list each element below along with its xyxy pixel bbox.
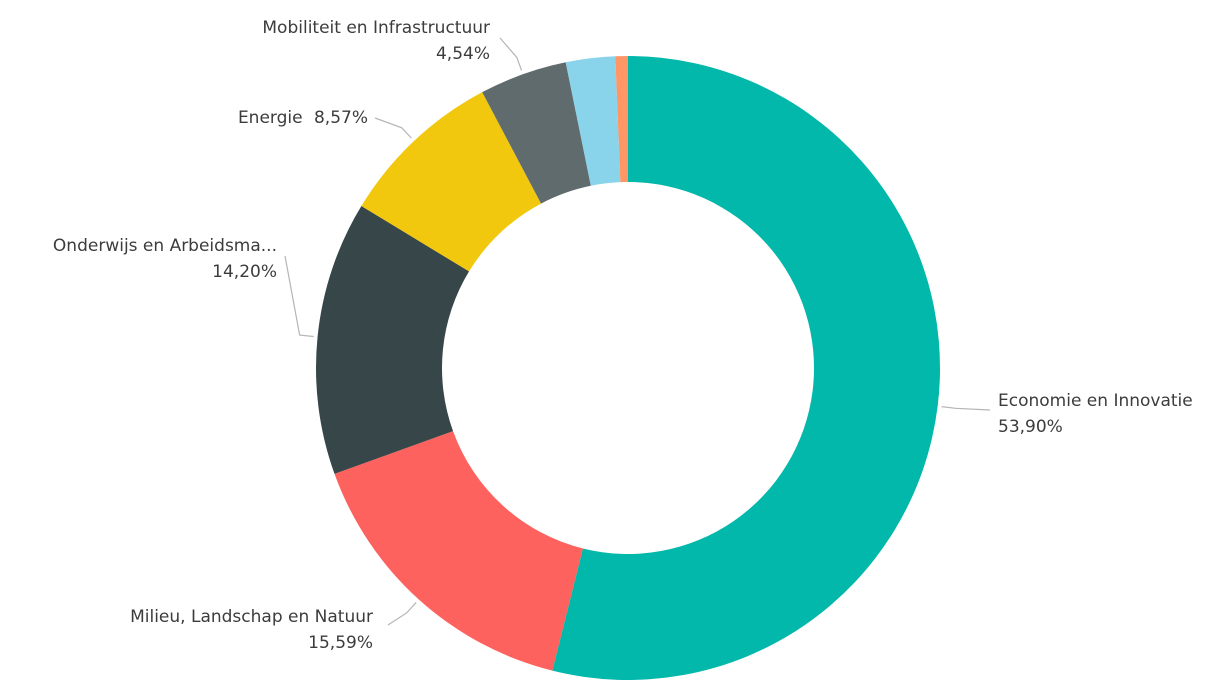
leader-line-0 [941, 406, 991, 411]
donut-slice-0[interactable] [552, 56, 940, 680]
label-mobiliteit-en-infrastructuur: Mobiliteit en Infrastructuur [262, 18, 490, 38]
donut-slice-2[interactable] [316, 205, 470, 474]
value-economie-en-innovatie: 53,90% [998, 417, 1063, 437]
donut-slice-6[interactable] [615, 56, 628, 183]
donut-slice-3[interactable] [361, 92, 542, 272]
label-energie: Energie 8,57% [238, 108, 368, 128]
donut-slice-1[interactable] [334, 431, 583, 671]
value-milieu-landschap-en-natuur: 15,59% [308, 633, 373, 653]
value-onderwijs-en-arbeidsmarkt: 14,20% [212, 262, 277, 282]
leader-lines [284, 37, 991, 626]
leader-line-2 [284, 255, 314, 338]
label-energie-name: Energie [238, 108, 303, 128]
donut-slice-5[interactable] [565, 56, 621, 186]
leader-line-3 [374, 117, 412, 139]
label-milieu-landschap-en-natuur: Milieu, Landschap en Natuur [130, 607, 373, 627]
value-mobiliteit-en-infrastructuur: 4,54% [436, 44, 490, 64]
label-economie-en-innovatie: Economie en Innovatie [998, 391, 1193, 411]
leader-line-4 [499, 37, 523, 71]
leader-line-1 [387, 602, 417, 626]
data-labels: Economie en Innovatie 53,90% Milieu, Lan… [53, 18, 1193, 653]
donut-slice-4[interactable] [482, 62, 591, 204]
label-onderwijs-en-arbeidsmarkt: Onderwijs en Arbeidsma... [53, 236, 277, 256]
value-energie: 8,57% [314, 108, 368, 128]
donut-slices [316, 56, 940, 680]
